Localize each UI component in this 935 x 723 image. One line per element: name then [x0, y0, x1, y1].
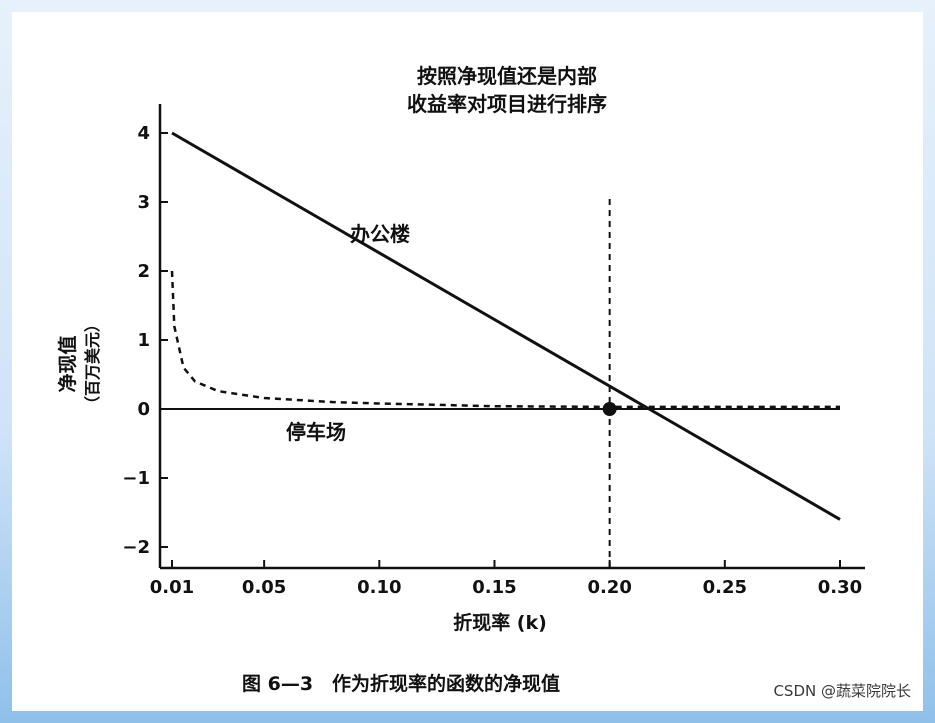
y-tick-label: 1	[137, 330, 150, 351]
y-tick-label: 2	[137, 261, 150, 282]
y-tick-label: −1	[122, 468, 150, 489]
x-tick-label: 0.30	[818, 577, 862, 598]
y-tick-label: 3	[137, 192, 150, 213]
y-axis-label: 净现值	[56, 335, 79, 392]
npv-chart: 按照净现值还是内部 收益率对项目进行排序 4 3 2 1 0 −1 −20.01 0.05 0.…	[56, 64, 865, 695]
axis-ticks: 4 3 2 1 0 −1 −20.01 0.05 0.10 0.15 0.20 0.25 0.30	[122, 123, 862, 598]
y-axis-unit: （百万美元）	[83, 316, 102, 412]
y-axis-title: 净现值 （百万美元）	[56, 316, 102, 412]
figure-panel: 按照净现值还是内部 收益率对项目进行排序 4 3 2 1 0 −1 −2 0.01 0.05 0.…	[12, 12, 923, 711]
x-tick-label: 0.05	[242, 577, 286, 598]
x-tick-label: 0.10	[357, 577, 401, 598]
chart-title-line-1: 按照净现值还是内部	[417, 64, 597, 88]
figure-caption: 图 6—3 作为折现率的函数的净现值	[242, 672, 560, 695]
y-tick-label: 0	[137, 399, 150, 420]
series-line-office-building	[171, 131, 841, 521]
y-tick-label: 4	[137, 123, 150, 144]
watermark: CSDN @蔬菜院院长	[773, 682, 911, 700]
y-tick-label: −2	[122, 537, 150, 558]
intersection-point	[602, 402, 617, 416]
series-label-office-building: 办公楼	[350, 222, 410, 246]
x-tick-label: 0.15	[472, 577, 516, 598]
x-axis-label: 折现率 (k)	[453, 611, 547, 634]
x-tick-label: 0.01	[150, 577, 194, 598]
x-tick-label: 0.20	[587, 577, 631, 598]
series-label-parking-lot: 停车场	[286, 420, 346, 444]
chart-title-line-2: 收益率对项目进行排序	[407, 92, 607, 116]
x-tick-label: 0.25	[703, 577, 747, 598]
series-line-parking-lot	[170, 270, 840, 409]
series-layer	[170, 131, 841, 568]
